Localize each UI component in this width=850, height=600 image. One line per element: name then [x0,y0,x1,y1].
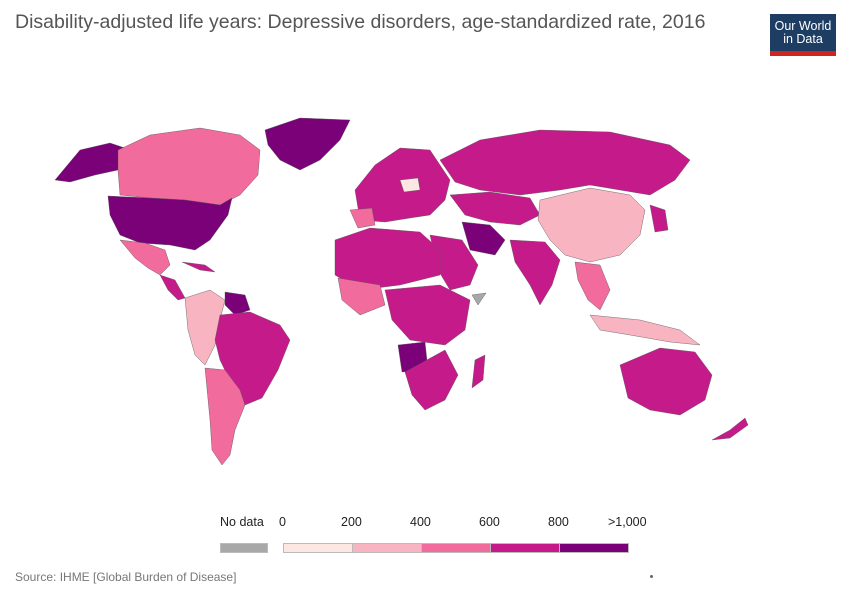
world-map [54,117,749,466]
legend-nodata-label: No data [220,515,264,529]
legend-bin-600-800[interactable] [490,543,560,553]
region-southeast-asia[interactable] [574,261,611,311]
region-argentina-chile[interactable] [204,367,246,466]
owid-logo[interactable]: Our World in Data [770,14,836,56]
region-indonesia[interactable] [589,314,701,346]
region-china[interactable] [537,187,646,263]
region-caribbean[interactable] [181,261,216,273]
region-central-africa[interactable] [384,284,471,346]
legend-tick-5: >1,000 [608,515,647,529]
legend-tick-1: 200 [341,515,362,529]
logo-accent-bar [770,51,836,56]
region-india[interactable] [509,239,561,306]
region-iberia[interactable] [349,207,376,229]
region-venezuela-guianas[interactable] [224,291,251,316]
chart-title: Disability-adjusted life years: Depressi… [15,11,706,33]
legend-bin-200-400[interactable] [352,543,422,553]
legend-bin-0-200[interactable] [283,543,353,553]
logo-text: Our World in Data [774,19,832,46]
region-canada[interactable] [117,127,261,206]
legend-tick-4: 800 [548,515,569,529]
decorative-dot [650,575,653,578]
region-mexico[interactable] [119,239,171,276]
region-southern-africa[interactable] [404,349,459,411]
region-eastern-europe[interactable] [399,177,421,193]
region-central-asia[interactable] [449,191,541,226]
region-japan-korea[interactable] [649,204,669,233]
region-new-zealand[interactable] [711,417,749,441]
region-colombia-peru[interactable] [184,289,226,366]
legend-tick-0: 0 [279,515,286,529]
region-iran[interactable] [461,221,506,256]
region-west-africa[interactable] [337,277,386,316]
region-alaska[interactable] [54,142,126,183]
legend-tick-2: 400 [410,515,431,529]
source-note[interactable]: Source: IHME [Global Burden of Disease] [15,570,237,584]
color-legend: No data 0 200 400 600 800 >1,000 [210,505,650,565]
region-madagascar[interactable] [471,354,486,389]
legend-bin-400-600[interactable] [421,543,491,553]
region-australia[interactable] [619,347,713,416]
legend-tick-3: 600 [479,515,500,529]
region-greenland[interactable] [264,117,351,171]
legend-bin-800-1000[interactable] [559,543,629,553]
region-central-america[interactable] [159,274,186,301]
region-somalia-nodata[interactable] [471,292,487,306]
region-usa[interactable] [107,195,233,251]
legend-nodata-swatch[interactable] [220,543,268,553]
region-russia[interactable] [439,129,691,196]
